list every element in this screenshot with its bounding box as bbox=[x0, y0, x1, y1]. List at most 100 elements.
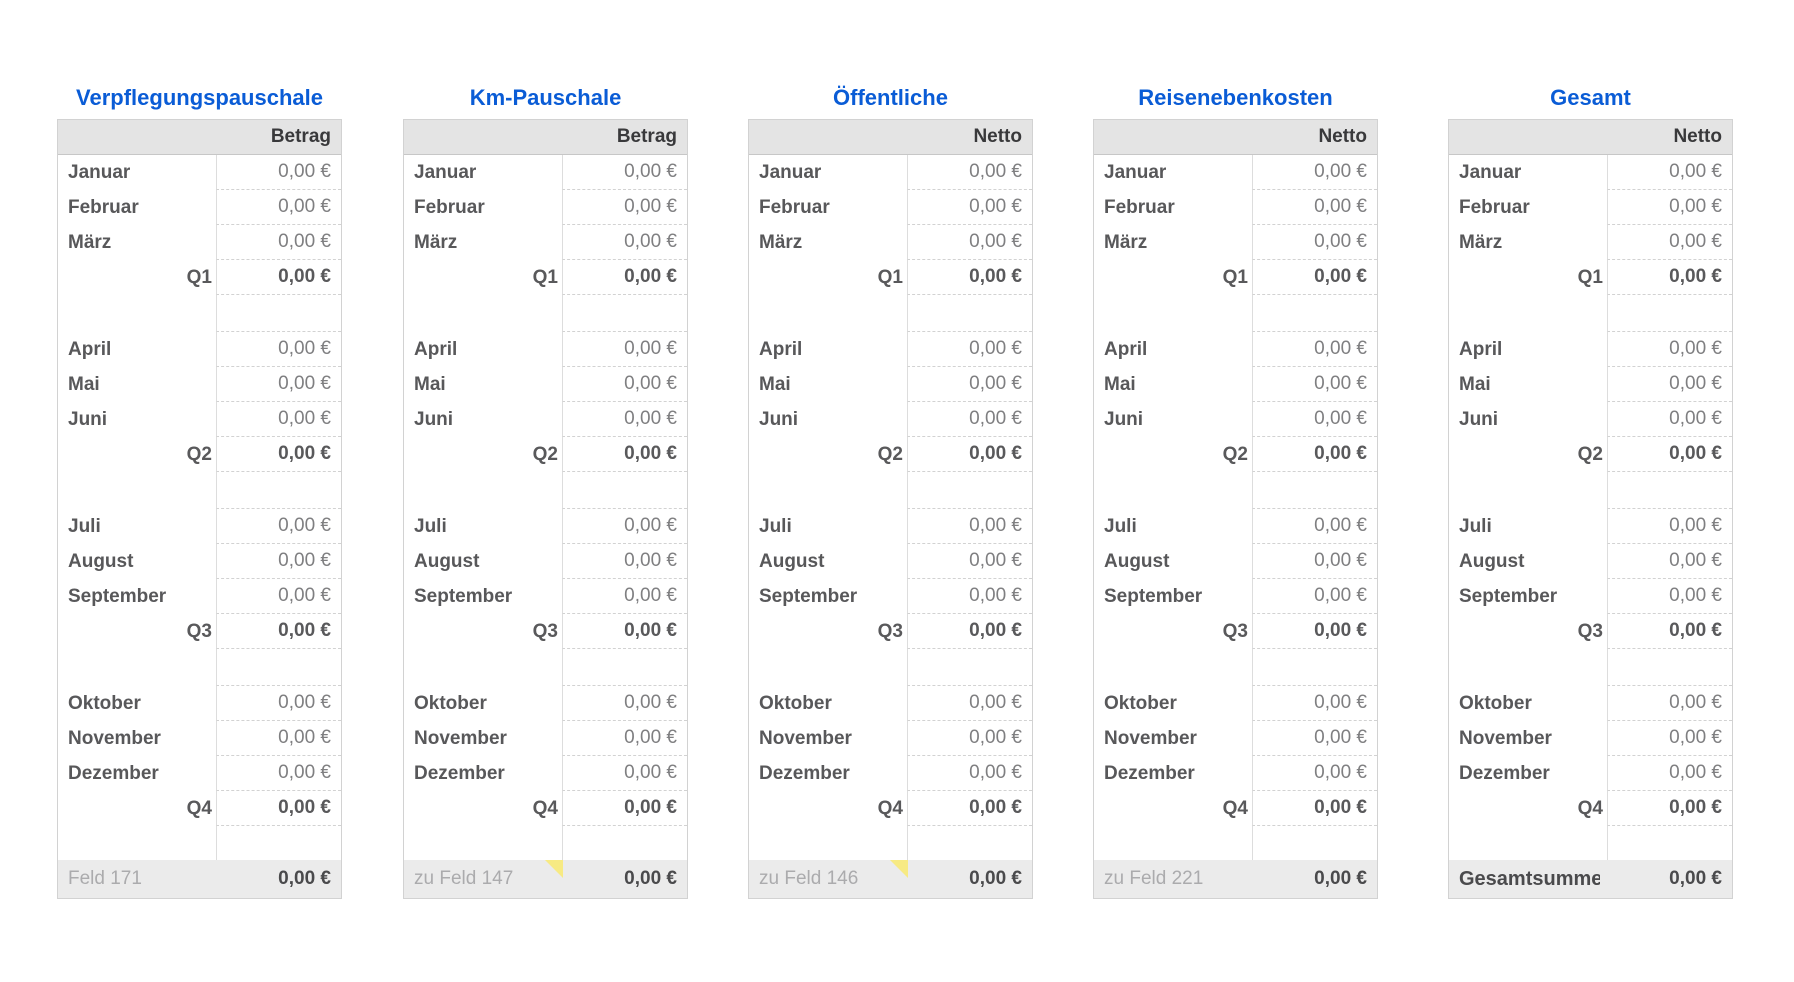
empty-label-cell[interactable] bbox=[58, 826, 216, 860]
quarter-cell[interactable]: Q4 bbox=[1222, 797, 1248, 819]
month-cell[interactable]: Februar bbox=[68, 196, 139, 218]
month-cell[interactable]: Dezember bbox=[1104, 762, 1195, 784]
month-cell[interactable]: Juni bbox=[759, 408, 799, 430]
quarter-cell[interactable]: Q4 bbox=[532, 797, 558, 819]
value-cell[interactable]: 0,00 € bbox=[907, 332, 1032, 367]
month-cell[interactable]: November bbox=[68, 727, 161, 749]
month-cell[interactable]: April bbox=[759, 338, 803, 360]
value-cell[interactable]: 0,00 € bbox=[216, 402, 341, 437]
quarter-cell[interactable]: Q3 bbox=[186, 620, 212, 642]
empty-label-cell[interactable] bbox=[1449, 649, 1607, 686]
value-cell[interactable]: 0,00 € bbox=[216, 260, 341, 295]
value-cell[interactable] bbox=[1252, 649, 1377, 686]
value-cell[interactable]: 0,00 € bbox=[216, 155, 341, 190]
month-cell[interactable]: November bbox=[414, 727, 507, 749]
value-cell[interactable]: 0,00 € bbox=[907, 437, 1032, 472]
month-cell[interactable]: September bbox=[759, 585, 858, 607]
value-cell[interactable]: 0,00 € bbox=[1252, 332, 1377, 367]
value-cell[interactable]: 0,00 € bbox=[216, 791, 341, 826]
quarter-cell[interactable]: Q2 bbox=[186, 443, 212, 465]
value-cell[interactable]: 0,00 € bbox=[1252, 509, 1377, 544]
value-cell[interactable]: 0,00 € bbox=[216, 579, 341, 614]
empty-label-cell[interactable] bbox=[1094, 295, 1252, 332]
empty-label-cell[interactable] bbox=[58, 649, 216, 686]
table-title-verpflegungspauschale[interactable]: Verpflegungspauschale bbox=[76, 85, 323, 110]
value-cell[interactable]: 0,00 € bbox=[1607, 367, 1732, 402]
month-cell[interactable]: Januar bbox=[68, 161, 131, 183]
value-cell[interactable]: 0,00 € bbox=[216, 190, 341, 225]
value-cell[interactable]: 0,00 € bbox=[907, 756, 1032, 791]
value-cell[interactable]: 0,00 € bbox=[216, 437, 341, 472]
column-header-cell[interactable]: Betrag bbox=[270, 126, 331, 147]
quarter-cell[interactable]: Q3 bbox=[1577, 620, 1603, 642]
value-cell[interactable] bbox=[1252, 826, 1377, 860]
month-cell[interactable]: Oktober bbox=[414, 692, 487, 714]
value-cell[interactable] bbox=[1252, 295, 1377, 332]
month-cell[interactable]: Oktober bbox=[759, 692, 832, 714]
month-cell[interactable]: Dezember bbox=[414, 762, 505, 784]
empty-label-cell[interactable] bbox=[58, 472, 216, 509]
value-cell[interactable]: 0,00 € bbox=[562, 614, 687, 649]
value-cell[interactable]: 0,00 € bbox=[1252, 686, 1377, 721]
month-cell[interactable]: August bbox=[1104, 550, 1170, 572]
value-cell[interactable]: 0,00 € bbox=[216, 614, 341, 649]
value-cell[interactable]: 0,00 € bbox=[216, 686, 341, 721]
value-cell[interactable]: 0,00 € bbox=[216, 756, 341, 791]
value-cell[interactable]: 0,00 € bbox=[907, 509, 1032, 544]
quarter-cell[interactable]: Q1 bbox=[1222, 266, 1248, 288]
footer-label[interactable]: Feld 171 bbox=[68, 868, 142, 889]
footer-value[interactable]: 0,00 € bbox=[1314, 868, 1367, 889]
month-cell[interactable]: Oktober bbox=[1104, 692, 1177, 714]
empty-label-cell[interactable] bbox=[1094, 472, 1252, 509]
column-header-cell[interactable]: Netto bbox=[1673, 126, 1722, 147]
month-cell[interactable]: November bbox=[1459, 727, 1552, 749]
quarter-cell[interactable]: Q3 bbox=[532, 620, 558, 642]
month-cell[interactable]: Januar bbox=[1104, 161, 1167, 183]
month-cell[interactable]: März bbox=[68, 231, 112, 253]
month-cell[interactable]: September bbox=[414, 585, 513, 607]
empty-label-cell[interactable] bbox=[749, 472, 907, 509]
value-cell[interactable]: 0,00 € bbox=[907, 190, 1032, 225]
month-cell[interactable]: September bbox=[1459, 585, 1558, 607]
month-cell[interactable]: September bbox=[1104, 585, 1203, 607]
value-cell[interactable] bbox=[216, 826, 341, 860]
value-cell[interactable]: 0,00 € bbox=[216, 367, 341, 402]
value-cell[interactable] bbox=[216, 649, 341, 686]
value-cell[interactable]: 0,00 € bbox=[562, 155, 687, 190]
value-cell[interactable]: 0,00 € bbox=[562, 260, 687, 295]
value-cell[interactable]: 0,00 € bbox=[907, 155, 1032, 190]
value-cell[interactable]: 0,00 € bbox=[1607, 686, 1732, 721]
value-cell[interactable]: 0,00 € bbox=[216, 509, 341, 544]
month-cell[interactable]: März bbox=[759, 231, 803, 253]
value-cell[interactable]: 0,00 € bbox=[1607, 791, 1732, 826]
value-cell[interactable]: 0,00 € bbox=[216, 721, 341, 756]
month-cell[interactable]: Februar bbox=[1459, 196, 1530, 218]
footer-label[interactable]: zu Feld 147 bbox=[414, 868, 514, 889]
value-cell[interactable] bbox=[216, 295, 341, 332]
month-cell[interactable]: Januar bbox=[414, 161, 477, 183]
value-cell[interactable]: 0,00 € bbox=[1252, 437, 1377, 472]
month-cell[interactable]: Dezember bbox=[68, 762, 159, 784]
value-cell[interactable]: 0,00 € bbox=[562, 721, 687, 756]
value-cell[interactable]: 0,00 € bbox=[1607, 190, 1732, 225]
value-cell[interactable]: 0,00 € bbox=[1607, 155, 1732, 190]
month-cell[interactable]: Mai bbox=[1459, 373, 1491, 395]
month-cell[interactable]: August bbox=[1459, 550, 1525, 572]
empty-label-cell[interactable] bbox=[1094, 826, 1252, 860]
value-cell[interactable]: 0,00 € bbox=[562, 791, 687, 826]
value-cell[interactable]: 0,00 € bbox=[907, 402, 1032, 437]
empty-label-cell[interactable] bbox=[58, 295, 216, 332]
value-cell[interactable] bbox=[1607, 649, 1732, 686]
month-cell[interactable]: Januar bbox=[759, 161, 822, 183]
value-cell[interactable]: 0,00 € bbox=[562, 509, 687, 544]
month-cell[interactable]: August bbox=[759, 550, 825, 572]
value-cell[interactable] bbox=[1607, 295, 1732, 332]
value-cell[interactable]: 0,00 € bbox=[1607, 756, 1732, 791]
value-cell[interactable]: 0,00 € bbox=[1607, 544, 1732, 579]
footer-label[interactable]: zu Feld 146 bbox=[759, 868, 859, 889]
value-cell[interactable]: 0,00 € bbox=[1252, 402, 1377, 437]
month-cell[interactable]: Februar bbox=[414, 196, 485, 218]
value-cell[interactable]: 0,00 € bbox=[562, 686, 687, 721]
month-cell[interactable]: Juli bbox=[414, 515, 447, 537]
quarter-cell[interactable]: Q4 bbox=[877, 797, 903, 819]
